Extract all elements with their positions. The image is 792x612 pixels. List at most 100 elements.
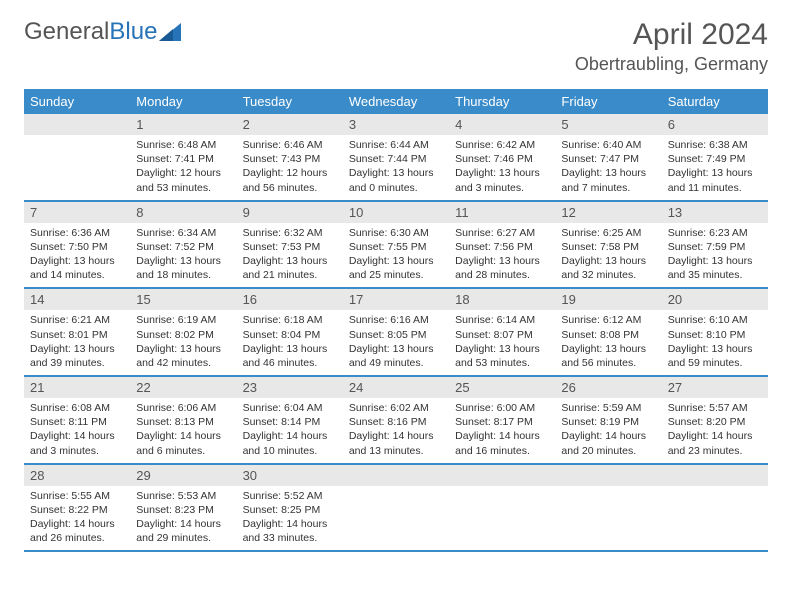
day-number: 24 (343, 377, 449, 398)
daylight-line: Daylight: 14 hours and 20 minutes. (561, 429, 655, 457)
calendar-day-cell: 16Sunrise: 6:18 AMSunset: 8:04 PMDayligh… (237, 289, 343, 375)
day-number: . (343, 465, 449, 486)
calendar-day-cell: 22Sunrise: 6:06 AMSunset: 8:13 PMDayligh… (130, 377, 236, 463)
sunrise-line: Sunrise: 6:32 AM (243, 226, 337, 240)
sunrise-line: Sunrise: 6:25 AM (561, 226, 655, 240)
day-number: . (555, 465, 661, 486)
sunset-line: Sunset: 7:59 PM (668, 240, 762, 254)
sunrise-line: Sunrise: 5:53 AM (136, 489, 230, 503)
daylight-line: Daylight: 14 hours and 29 minutes. (136, 517, 230, 545)
calendar-day-cell: 9Sunrise: 6:32 AMSunset: 7:53 PMDaylight… (237, 202, 343, 288)
day-number: 27 (662, 377, 768, 398)
calendar-day-cell: 26Sunrise: 5:59 AMSunset: 8:19 PMDayligh… (555, 377, 661, 463)
calendar-week-row: 7Sunrise: 6:36 AMSunset: 7:50 PMDaylight… (24, 202, 768, 290)
day-body: Sunrise: 6:46 AMSunset: 7:43 PMDaylight:… (237, 135, 343, 200)
daylight-line: Daylight: 13 hours and 59 minutes. (668, 342, 762, 370)
dow-header-cell: Wednesday (343, 89, 449, 114)
calendar-day-cell: . (343, 465, 449, 551)
day-body: Sunrise: 6:27 AMSunset: 7:56 PMDaylight:… (449, 223, 555, 288)
day-body: Sunrise: 6:25 AMSunset: 7:58 PMDaylight:… (555, 223, 661, 288)
day-body: Sunrise: 6:40 AMSunset: 7:47 PMDaylight:… (555, 135, 661, 200)
sunset-line: Sunset: 7:41 PM (136, 152, 230, 166)
day-number: 17 (343, 289, 449, 310)
brand-part2: Blue (109, 18, 157, 46)
daylight-line: Daylight: 14 hours and 16 minutes. (455, 429, 549, 457)
daylight-line: Daylight: 14 hours and 6 minutes. (136, 429, 230, 457)
dow-header-row: SundayMondayTuesdayWednesdayThursdayFrid… (24, 89, 768, 114)
sunrise-line: Sunrise: 6:36 AM (30, 226, 124, 240)
daylight-line: Daylight: 13 hours and 35 minutes. (668, 254, 762, 282)
title-block: April 2024 Obertraubling, Germany (575, 18, 768, 75)
day-number: 16 (237, 289, 343, 310)
calendar-day-cell: 20Sunrise: 6:10 AMSunset: 8:10 PMDayligh… (662, 289, 768, 375)
sunrise-line: Sunrise: 6:46 AM (243, 138, 337, 152)
sunrise-line: Sunrise: 6:40 AM (561, 138, 655, 152)
calendar-week-row: 21Sunrise: 6:08 AMSunset: 8:11 PMDayligh… (24, 377, 768, 465)
sunset-line: Sunset: 8:01 PM (30, 328, 124, 342)
day-number: 30 (237, 465, 343, 486)
page-title: April 2024 (575, 18, 768, 52)
calendar-week-row: 28Sunrise: 5:55 AMSunset: 8:22 PMDayligh… (24, 465, 768, 553)
daylight-line: Daylight: 13 hours and 11 minutes. (668, 166, 762, 194)
day-body: Sunrise: 6:00 AMSunset: 8:17 PMDaylight:… (449, 398, 555, 463)
day-body: Sunrise: 6:23 AMSunset: 7:59 PMDaylight:… (662, 223, 768, 288)
day-number: 20 (662, 289, 768, 310)
calendar-day-cell: 23Sunrise: 6:04 AMSunset: 8:14 PMDayligh… (237, 377, 343, 463)
sunrise-line: Sunrise: 6:48 AM (136, 138, 230, 152)
calendar-day-cell: 14Sunrise: 6:21 AMSunset: 8:01 PMDayligh… (24, 289, 130, 375)
day-number: 5 (555, 114, 661, 135)
day-body (343, 486, 449, 494)
day-body: Sunrise: 6:04 AMSunset: 8:14 PMDaylight:… (237, 398, 343, 463)
daylight-line: Daylight: 14 hours and 33 minutes. (243, 517, 337, 545)
daylight-line: Daylight: 13 hours and 18 minutes. (136, 254, 230, 282)
sunrise-line: Sunrise: 6:42 AM (455, 138, 549, 152)
sunrise-line: Sunrise: 6:21 AM (30, 313, 124, 327)
dow-header-cell: Monday (130, 89, 236, 114)
day-number: 9 (237, 202, 343, 223)
daylight-line: Daylight: 13 hours and 14 minutes. (30, 254, 124, 282)
sunset-line: Sunset: 8:13 PM (136, 415, 230, 429)
day-body: Sunrise: 6:44 AMSunset: 7:44 PMDaylight:… (343, 135, 449, 200)
sunrise-line: Sunrise: 5:59 AM (561, 401, 655, 415)
daylight-line: Daylight: 13 hours and 32 minutes. (561, 254, 655, 282)
day-body (555, 486, 661, 494)
calendar-day-cell: 24Sunrise: 6:02 AMSunset: 8:16 PMDayligh… (343, 377, 449, 463)
day-number: 7 (24, 202, 130, 223)
daylight-line: Daylight: 12 hours and 53 minutes. (136, 166, 230, 194)
dow-header-cell: Sunday (24, 89, 130, 114)
daylight-line: Daylight: 13 hours and 3 minutes. (455, 166, 549, 194)
calendar-day-cell: 25Sunrise: 6:00 AMSunset: 8:17 PMDayligh… (449, 377, 555, 463)
sunset-line: Sunset: 8:23 PM (136, 503, 230, 517)
calendar-day-cell: . (24, 114, 130, 200)
sunset-line: Sunset: 8:22 PM (30, 503, 124, 517)
day-body: Sunrise: 6:38 AMSunset: 7:49 PMDaylight:… (662, 135, 768, 200)
dow-header-cell: Tuesday (237, 89, 343, 114)
calendar-day-cell: 21Sunrise: 6:08 AMSunset: 8:11 PMDayligh… (24, 377, 130, 463)
sunrise-line: Sunrise: 6:38 AM (668, 138, 762, 152)
daylight-line: Daylight: 13 hours and 46 minutes. (243, 342, 337, 370)
sunset-line: Sunset: 7:46 PM (455, 152, 549, 166)
sunrise-line: Sunrise: 6:18 AM (243, 313, 337, 327)
day-body: Sunrise: 5:57 AMSunset: 8:20 PMDaylight:… (662, 398, 768, 463)
brand-logo: GeneralBlue (24, 18, 181, 46)
sunset-line: Sunset: 7:49 PM (668, 152, 762, 166)
sunrise-line: Sunrise: 6:27 AM (455, 226, 549, 240)
sunrise-line: Sunrise: 6:44 AM (349, 138, 443, 152)
day-body (24, 135, 130, 143)
day-body: Sunrise: 5:52 AMSunset: 8:25 PMDaylight:… (237, 486, 343, 551)
daylight-line: Daylight: 13 hours and 7 minutes. (561, 166, 655, 194)
daylight-line: Daylight: 13 hours and 39 minutes. (30, 342, 124, 370)
calendar-day-cell: 5Sunrise: 6:40 AMSunset: 7:47 PMDaylight… (555, 114, 661, 200)
day-number: 28 (24, 465, 130, 486)
day-body: Sunrise: 5:53 AMSunset: 8:23 PMDaylight:… (130, 486, 236, 551)
calendar-day-cell: . (449, 465, 555, 551)
daylight-line: Daylight: 14 hours and 26 minutes. (30, 517, 124, 545)
calendar-day-cell: 18Sunrise: 6:14 AMSunset: 8:07 PMDayligh… (449, 289, 555, 375)
sunset-line: Sunset: 7:50 PM (30, 240, 124, 254)
sunset-line: Sunset: 8:05 PM (349, 328, 443, 342)
day-number: 21 (24, 377, 130, 398)
sunset-line: Sunset: 8:11 PM (30, 415, 124, 429)
day-number: 1 (130, 114, 236, 135)
dow-header-cell: Thursday (449, 89, 555, 114)
sunrise-line: Sunrise: 6:16 AM (349, 313, 443, 327)
